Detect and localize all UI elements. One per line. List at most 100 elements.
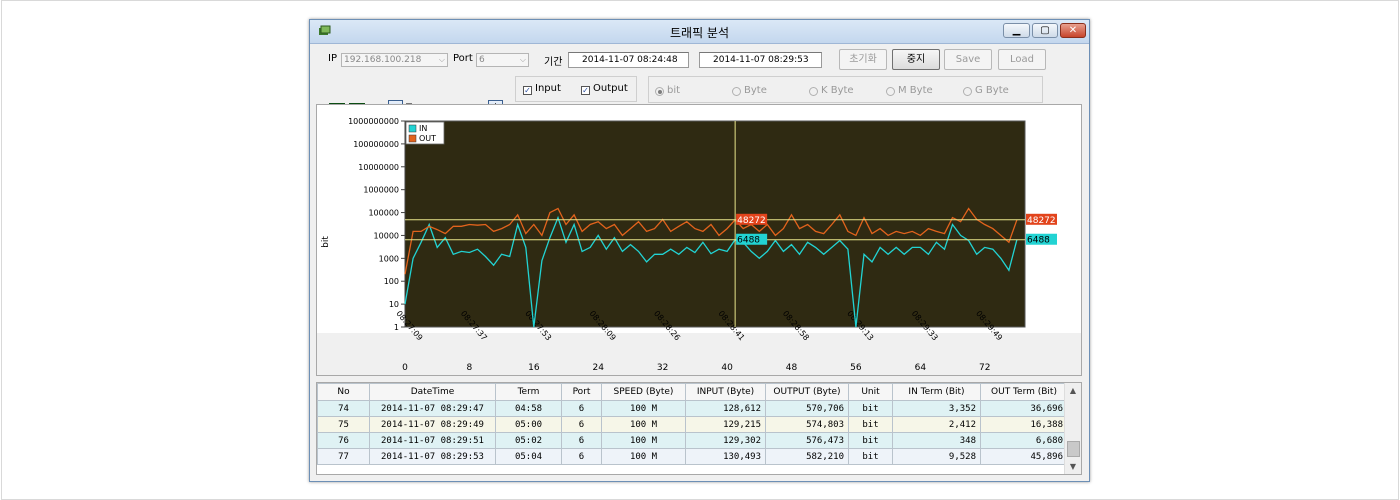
table-cell: 2014-11-07 08:29:51 <box>369 432 496 449</box>
minimize-icon: ▁ <box>1012 25 1021 36</box>
table-header-row: No DateTime Term Port SPEED (Byte) INPUT (Byt… <box>317 383 1068 401</box>
plot-area <box>404 120 1026 328</box>
out-cursor-value-text: 48272 <box>737 216 766 226</box>
unit-radio-group: bit Byte K Byte M Byte G Byte <box>648 76 1043 103</box>
title-bar[interactable]: 트래픽 분석 ▁ ▢ ✕ <box>310 20 1089 44</box>
table-cell: 2014-11-07 08:29:49 <box>369 416 496 433</box>
x-index-label: 48 <box>786 363 798 373</box>
legend-label-out: OUT <box>419 134 436 143</box>
table-cell: 582,210 <box>765 448 849 465</box>
column-header[interactable]: Port <box>561 383 602 401</box>
table-row[interactable]: 74 2014-11-07 08:29:47 04:58 6 100 M 128,612 5… <box>317 400 1068 417</box>
out-latest-value: 48272 <box>1026 213 1057 226</box>
table-cell: 77 <box>317 448 370 465</box>
table-cell: 574,803 <box>765 416 849 433</box>
column-header[interactable]: Term <box>495 383 562 401</box>
x-index-label: 0 <box>402 363 408 373</box>
table-cell: 129,215 <box>685 416 766 433</box>
in-cursor-value: 6488 <box>736 233 768 246</box>
column-header[interactable]: IN Term (Bit) <box>892 383 981 401</box>
out-latest-value-bg <box>1026 213 1057 225</box>
table-cell: bit <box>848 432 893 449</box>
scroll-thumb[interactable] <box>1067 441 1080 457</box>
y-tick-label: 1000000000 <box>348 117 399 126</box>
traffic-chart-panel: 1000000000 100000000 10000000 1000000 100000… <box>316 104 1082 376</box>
out-latest-value-text: 48272 <box>1027 216 1056 226</box>
column-header[interactable]: INPUT (Byte) <box>685 383 766 401</box>
unit-label-kbyte: K Byte <box>821 85 854 96</box>
minimize-button[interactable]: ▁ <box>1003 23 1030 38</box>
app-icon <box>319 25 331 35</box>
unit-radio-gbyte[interactable] <box>963 87 972 96</box>
legend-swatch-out <box>408 134 417 143</box>
x-index-label: 24 <box>593 363 605 373</box>
in-cursor-value-text: 6488 <box>737 236 760 246</box>
port-combo[interactable]: 6 ⌵ <box>476 53 529 67</box>
series-line-out <box>404 207 1018 275</box>
table-cell: 6 <box>561 432 602 449</box>
table-cell: 348 <box>892 432 981 449</box>
unit-radio-bit[interactable] <box>655 87 664 96</box>
period-label: 기간 <box>544 57 563 68</box>
table-cell: 100 M <box>601 448 686 465</box>
traffic-chart[interactable]: 1000000000100000000100000001000000100000… <box>317 105 1081 375</box>
ip-label: IP <box>328 53 337 64</box>
maximize-icon: ▢ <box>1040 25 1050 36</box>
column-header[interactable]: SPEED (Byte) <box>601 383 686 401</box>
save-button[interactable]: Save <box>944 49 992 70</box>
table-scrollbar[interactable]: ▲ ▼ <box>1064 383 1081 474</box>
scroll-down-icon[interactable]: ▼ <box>1069 462 1077 471</box>
x-index-label: 32 <box>657 363 668 373</box>
output-checkbox-label: Output <box>593 83 628 94</box>
y-axis-label: bit <box>321 236 331 248</box>
in-cursor-value-bg <box>736 233 768 245</box>
maximize-button[interactable]: ▢ <box>1032 23 1058 38</box>
out-cursor-value-bg <box>736 213 768 225</box>
table-cell: bit <box>848 448 893 465</box>
column-header[interactable]: OUT Term (Bit) <box>980 383 1068 401</box>
output-checkbox[interactable]: ✓ <box>581 86 590 95</box>
column-header[interactable]: DateTime <box>369 383 496 401</box>
scroll-up-icon[interactable]: ▲ <box>1069 386 1077 395</box>
column-header[interactable]: OUTPUT (Byte) <box>765 383 849 401</box>
column-header[interactable]: No <box>317 383 370 401</box>
y-tick-label: 1000000 <box>363 186 399 195</box>
stop-button[interactable]: 중지 <box>892 49 940 70</box>
table-row[interactable]: 75 2014-11-07 08:29:49 05:00 6 100 M 129,215 5… <box>317 416 1068 433</box>
table-cell: 3,352 <box>892 400 981 417</box>
y-tick-label: 10000000 <box>358 163 399 172</box>
x-index-label: 64 <box>915 363 927 373</box>
chevron-down-icon: ⌵ <box>438 55 445 64</box>
x-index-label: 16 <box>528 363 540 373</box>
unit-radio-mbyte[interactable] <box>886 87 895 96</box>
ip-combo[interactable]: 192.168.100.218 ⌵ <box>341 53 448 67</box>
series-line-in <box>404 215 1018 328</box>
load-button[interactable]: Load <box>998 49 1046 70</box>
unit-radio-kbyte[interactable] <box>809 87 818 96</box>
table-row[interactable]: 76 2014-11-07 08:29:51 05:02 6 100 M 129,302 5… <box>317 432 1068 449</box>
port-value: 6 <box>479 55 485 65</box>
table-cell: 570,706 <box>765 400 849 417</box>
table-cell: 130,493 <box>685 448 766 465</box>
table-cell: 76 <box>317 432 370 449</box>
table-cell: 05:00 <box>495 416 562 433</box>
table-cell: 16,388 <box>980 416 1068 433</box>
unit-label-mbyte: M Byte <box>898 85 933 96</box>
y-tick-label: 100000 <box>368 209 399 218</box>
table-row[interactable]: 77 2014-11-07 08:29:53 05:04 6 100 M 130,493 5… <box>317 448 1068 465</box>
reset-button[interactable]: 초기화 <box>839 49 887 70</box>
close-button[interactable]: ✕ <box>1060 23 1086 38</box>
unit-radio-byte[interactable] <box>732 87 741 96</box>
table-cell: 05:02 <box>495 432 562 449</box>
table-cell: 9,528 <box>892 448 981 465</box>
table-cell: bit <box>848 400 893 417</box>
table-cell: 36,696 <box>980 400 1068 417</box>
end-datetime-field[interactable]: 2014-11-07 08:29:53 <box>699 52 822 68</box>
column-header[interactable]: Unit <box>848 383 893 401</box>
legend-label-in: IN <box>419 124 427 133</box>
start-datetime-field[interactable]: 2014-11-07 08:24:48 <box>568 52 689 68</box>
input-checkbox[interactable]: ✓ <box>523 86 532 95</box>
traffic-table-panel: No DateTime Term Port SPEED (Byte) INPUT (Byt… <box>316 382 1082 475</box>
in-latest-value-text: 6488 <box>1027 236 1050 246</box>
y-tick-label: 1000 <box>379 254 399 263</box>
